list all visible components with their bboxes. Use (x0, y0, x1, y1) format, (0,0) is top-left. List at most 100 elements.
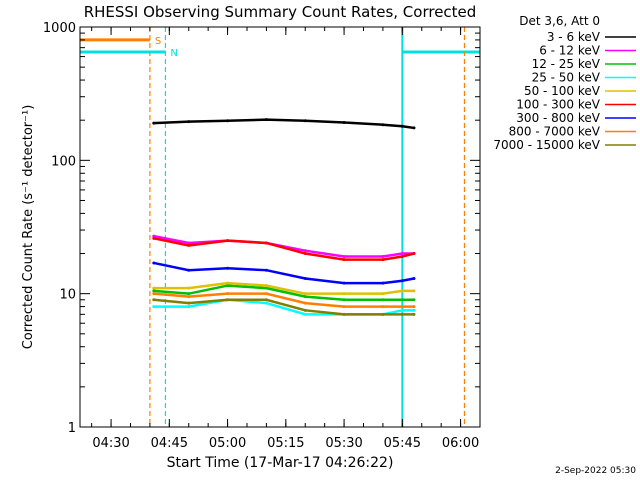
x-axis-label: Start Time (17-Mar-17 04:26:22) (167, 455, 394, 471)
annotation-label: S (155, 36, 161, 47)
data-point (152, 261, 156, 265)
legend-label: 100 - 300 keV (516, 98, 600, 112)
y-tick-label: 1 (68, 421, 76, 436)
data-point (187, 268, 191, 272)
data-point (226, 266, 230, 270)
legend-label: 3 - 6 keV (547, 30, 601, 44)
legend-label: 7000 - 15000 keV (493, 138, 600, 152)
data-point (381, 123, 385, 127)
data-point (152, 289, 156, 293)
data-point (303, 308, 307, 312)
data-point (400, 252, 404, 256)
series-layer (152, 118, 416, 316)
data-point (303, 301, 307, 305)
data-point (187, 295, 191, 299)
legend-label: 800 - 7000 keV (509, 125, 601, 139)
data-point (303, 249, 307, 253)
data-point (152, 305, 156, 309)
data-point (381, 305, 385, 309)
data-point (152, 286, 156, 290)
x-tick-label: 05:45 (384, 436, 421, 451)
legend-label: 300 - 800 keV (516, 111, 600, 125)
data-point (187, 241, 191, 245)
data-point (187, 305, 191, 309)
data-point (264, 286, 268, 290)
legend-label: 50 - 100 keV (524, 84, 601, 98)
data-point (187, 243, 191, 247)
data-point (400, 305, 404, 309)
x-axis-ticks: 04:30 04:45 05:00 05:15 05:30 05:45 06:00 (91, 27, 481, 451)
data-point (187, 301, 191, 305)
data-point (412, 312, 416, 316)
annotation-layer: SN (80, 27, 480, 427)
data-point (342, 312, 346, 316)
legend-label: 25 - 50 keV (532, 71, 601, 85)
data-point (264, 292, 268, 296)
data-point (152, 298, 156, 302)
data-point (226, 298, 230, 302)
data-point (412, 289, 416, 293)
data-point (303, 276, 307, 280)
data-point (342, 258, 346, 262)
y-tick-label: 1000 (43, 21, 76, 36)
data-point (303, 292, 307, 296)
data-point (264, 284, 268, 288)
data-point (187, 292, 191, 296)
data-point (187, 286, 191, 290)
y-axis-ticks: 1 10 100 1000 (43, 21, 480, 436)
x-tick-label: 04:45 (151, 436, 188, 451)
data-point (303, 252, 307, 256)
data-point (264, 118, 268, 122)
data-point (400, 298, 404, 302)
data-point (381, 292, 385, 296)
data-point (226, 239, 230, 243)
chart-title: RHESSI Observing Summary Count Rates, Co… (84, 3, 477, 21)
data-point (342, 121, 346, 125)
data-point (400, 308, 404, 312)
data-point (342, 298, 346, 302)
data-point (412, 126, 416, 130)
data-point (226, 284, 230, 288)
footer-timestamp: 2-Sep-2022 05:30 (555, 466, 636, 476)
data-point (152, 121, 156, 125)
data-point (187, 120, 191, 124)
data-point (342, 305, 346, 309)
data-point (303, 312, 307, 316)
data-point (412, 298, 416, 302)
data-point (152, 292, 156, 296)
plot-frame (79, 26, 481, 428)
y-tick-label: 100 (51, 154, 76, 169)
data-point (381, 258, 385, 262)
data-point (342, 254, 346, 258)
y-tick-label: 10 (59, 288, 76, 303)
data-point (342, 292, 346, 296)
data-point (381, 298, 385, 302)
x-tick-label: 05:15 (267, 436, 304, 451)
x-tick-label: 06:00 (442, 436, 479, 451)
data-point (412, 308, 416, 312)
data-point (412, 276, 416, 280)
data-point (303, 119, 307, 123)
data-point (342, 281, 346, 285)
data-point (412, 252, 416, 256)
x-tick-label: 05:30 (325, 436, 362, 451)
data-point (226, 119, 230, 123)
data-point (381, 281, 385, 285)
data-point (400, 279, 404, 283)
legend-label: 6 - 12 keV (539, 44, 601, 58)
data-point (226, 292, 230, 296)
data-point (152, 236, 156, 240)
x-tick-label: 05:00 (209, 436, 246, 451)
data-point (412, 305, 416, 309)
legend-label: 12 - 25 keV (532, 57, 601, 71)
data-point (400, 124, 404, 128)
data-point (381, 254, 385, 258)
data-point (400, 254, 404, 258)
data-point (400, 312, 404, 316)
data-point (264, 268, 268, 272)
